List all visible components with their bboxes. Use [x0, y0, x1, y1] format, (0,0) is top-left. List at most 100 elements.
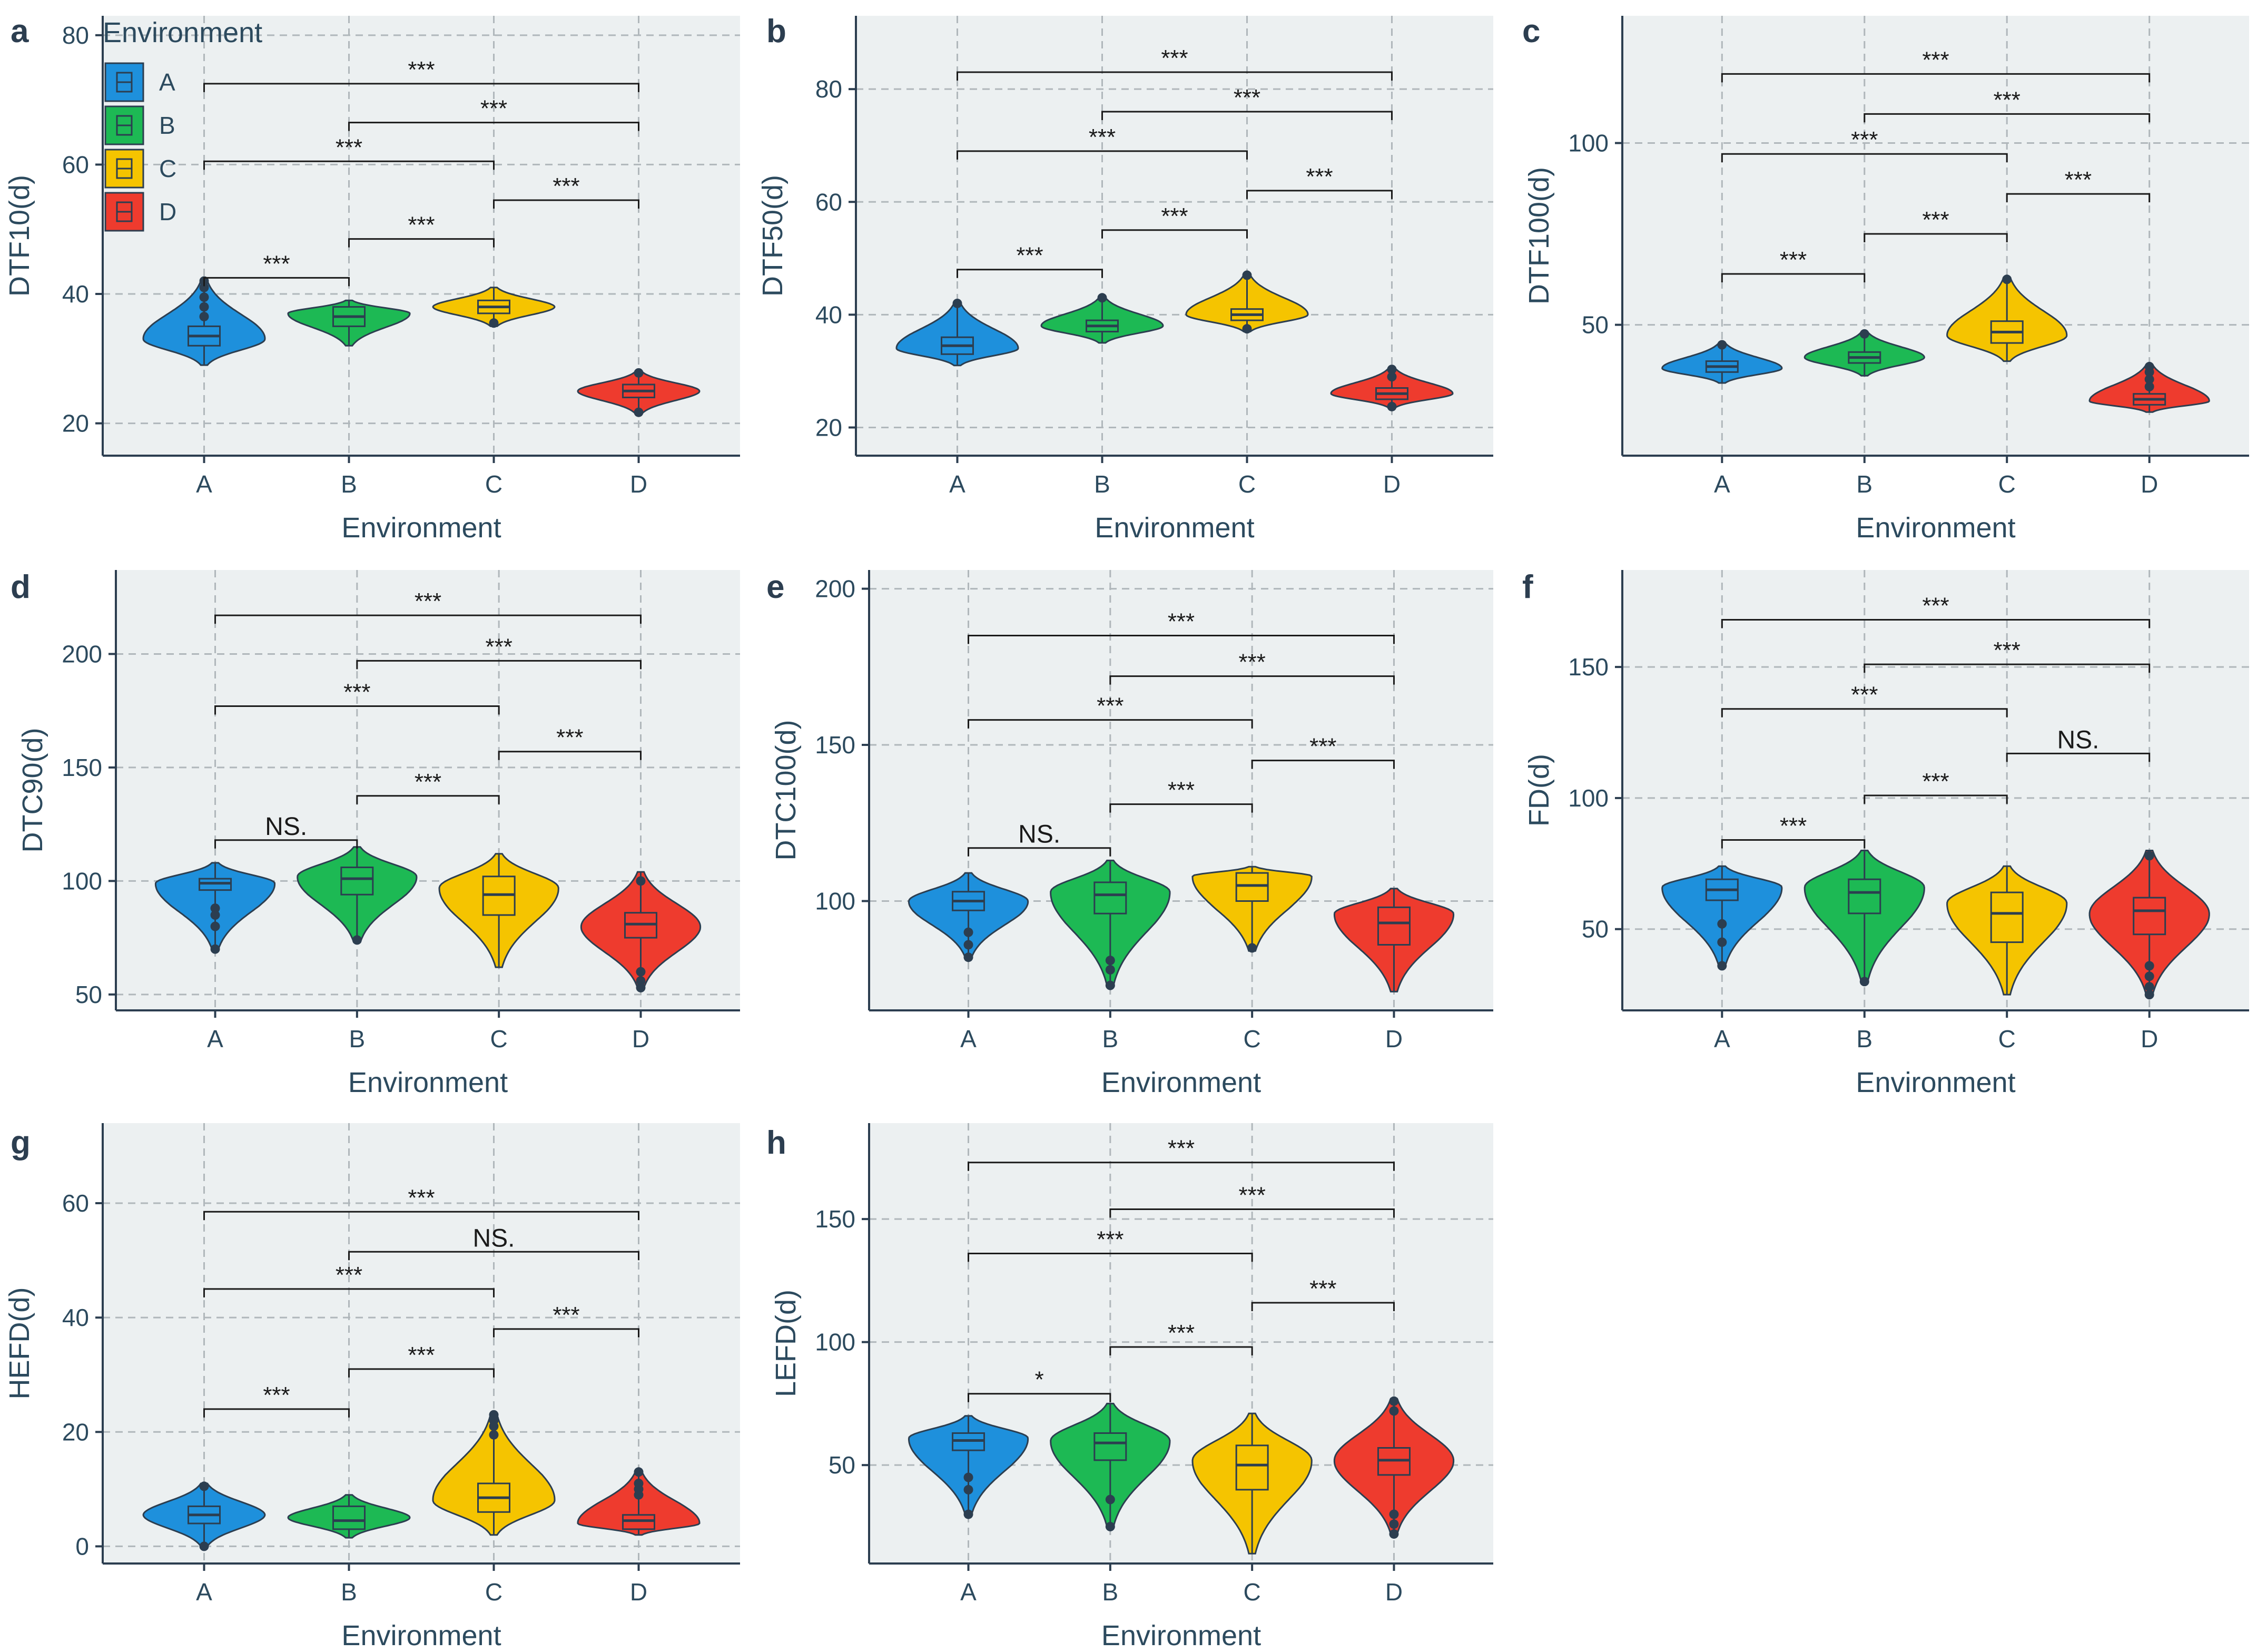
outlier-point: [2144, 361, 2154, 371]
y-tick-label: 100: [1568, 130, 1609, 157]
significance-label: ***: [408, 57, 435, 83]
significance-label: ***: [1238, 1182, 1265, 1208]
significance-label: ***: [553, 1302, 579, 1328]
y-tick-label: 50: [829, 1451, 855, 1479]
outlier-point: [1242, 324, 1252, 334]
y-axis-title: DTF50(d): [757, 175, 789, 297]
significance-label: ***: [415, 769, 441, 795]
significance-label: NS.: [265, 813, 307, 841]
comparison-bracket: [1251, 760, 1395, 769]
significance-label: ***: [1238, 650, 1265, 675]
significance-label: ***: [1161, 203, 1188, 229]
outlier-point: [1105, 965, 1115, 975]
comparison-bracket: [968, 1162, 1395, 1171]
significance-label: ***: [1922, 769, 1949, 794]
comparison-bracket: [968, 635, 1395, 644]
comparison-bracket: [1251, 1302, 1395, 1311]
y-tick-label: 80: [62, 22, 89, 49]
outlier-point: [2144, 381, 2154, 391]
comparison-bracket: [348, 238, 495, 248]
comparison-bracket: [968, 1253, 1253, 1262]
y-axis-title: DTC100(d): [770, 720, 802, 860]
outlier-point: [489, 1430, 499, 1440]
outlier-point: [1859, 329, 1869, 339]
y-tick-label: 150: [815, 731, 855, 759]
x-axis-title: Environment: [341, 1620, 501, 1651]
outlier-point: [1389, 1529, 1399, 1539]
significance-label: ***: [2065, 167, 2092, 193]
outlier-point: [963, 952, 973, 962]
y-tick-label: 100: [1568, 784, 1609, 812]
comparison-bracket: [968, 1393, 1111, 1402]
y-tick-label: 50: [1582, 311, 1609, 339]
y-tick-label: 60: [62, 1189, 89, 1217]
significance-label: ***: [1168, 1320, 1195, 1346]
outlier-point: [1387, 372, 1397, 382]
panel-letter: g: [11, 1125, 31, 1161]
outlier-point: [1387, 401, 1397, 411]
outlier-point: [489, 1410, 499, 1420]
y-tick-label: 150: [62, 754, 102, 781]
significance-label: ***: [263, 1382, 290, 1408]
significance-label: ***: [1309, 1276, 1336, 1302]
significance-label: ***: [1994, 87, 2021, 113]
comparison-bracket: [1721, 839, 1866, 849]
box-B: [332, 1505, 366, 1530]
x-tick-label: B: [349, 1025, 365, 1053]
x-tick-label: A: [196, 1578, 212, 1606]
significance-label: ***: [1994, 637, 2021, 663]
comparison-bracket: [493, 1328, 639, 1338]
comparison-bracket: [957, 71, 1393, 81]
legend-label: C: [159, 155, 176, 182]
x-axis-title: Environment: [1856, 1067, 2015, 1098]
outlier-point: [1105, 1521, 1115, 1531]
significance-label: ***: [556, 725, 583, 751]
outlier-point: [2144, 961, 2154, 971]
outlier-point: [963, 1509, 973, 1519]
significance-label: ***: [408, 212, 435, 238]
x-tick-label: C: [485, 470, 502, 498]
panel-letter: d: [11, 569, 31, 605]
legend-label: D: [159, 198, 176, 225]
outlier-point: [352, 935, 362, 945]
outlier-point: [636, 982, 646, 992]
outlier-point: [634, 368, 644, 378]
comparison-bracket: [1721, 153, 2008, 163]
box-B: [1848, 878, 1881, 914]
comparison-bracket: [1864, 663, 2151, 673]
comparison-bracket: [1101, 111, 1393, 120]
outlier-point: [1389, 1519, 1399, 1529]
y-axis-title: HEFD(d): [4, 1287, 35, 1400]
x-tick-label: B: [341, 1578, 357, 1606]
panel-e: 100 150 200 A B C D Environment DTC100(d) e NS. ***…: [766, 569, 1493, 1098]
outlier-point: [963, 1472, 973, 1482]
panel-g: 0 20 40 60 A B C D Environment HEFD(d) g *** *** *** *…: [4, 1123, 740, 1651]
significance-label: ***: [1097, 693, 1123, 719]
outlier-point: [1717, 937, 1727, 947]
panel-letter: e: [766, 569, 784, 605]
significance-label: ***: [1168, 778, 1195, 803]
comparison-bracket: [1721, 708, 2008, 717]
box-B: [340, 867, 374, 896]
x-tick-label: D: [632, 1025, 649, 1053]
significance-label: ***: [1922, 593, 1949, 619]
x-tick-label: D: [1385, 1578, 1403, 1606]
y-tick-label: 40: [62, 1304, 89, 1331]
y-tick-label: 100: [815, 1329, 855, 1356]
box-B: [1093, 1432, 1127, 1461]
x-axis-title: Environment: [341, 512, 501, 544]
panel-b: 20 40 60 80 A B C D Environment DTF50(d) b *** *** **…: [757, 13, 1493, 544]
comparison-bracket: [203, 160, 495, 170]
comparison-bracket: [957, 269, 1103, 278]
outlier-point: [2144, 971, 2154, 981]
comparison-bracket: [214, 839, 358, 849]
x-tick-label: D: [630, 1578, 647, 1606]
outlier-point: [636, 967, 646, 977]
x-tick-label: B: [1094, 470, 1110, 498]
comparison-bracket: [968, 719, 1253, 729]
x-tick-label: B: [1856, 470, 1872, 498]
x-tick-label: D: [2141, 1025, 2158, 1053]
